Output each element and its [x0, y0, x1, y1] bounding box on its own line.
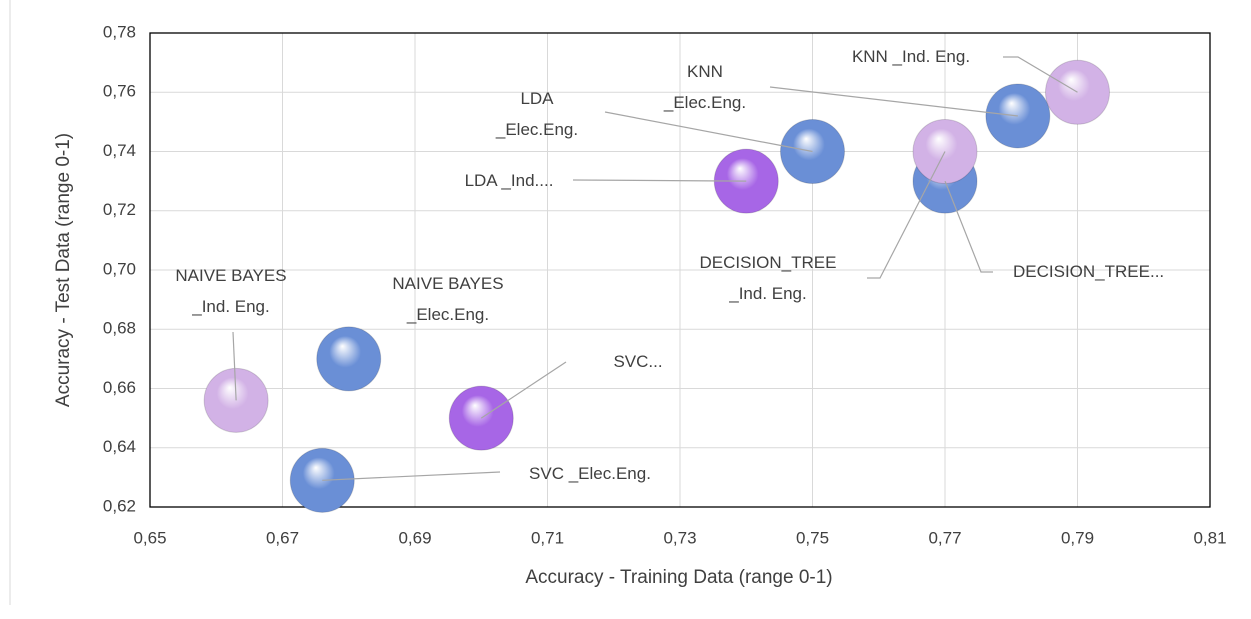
bubble [316, 326, 382, 392]
data-label-line: _Elec.Eng. [495, 120, 578, 139]
x-tick-label: 0,77 [928, 528, 961, 547]
data-label-line: NAIVE BAYES [175, 266, 286, 285]
data-label: KNN _Ind. Eng. [852, 47, 970, 66]
data-label: KNN _Elec.Eng. [663, 62, 746, 112]
y-tick-label: 0,62 [103, 496, 136, 515]
data-label: SVC... [613, 352, 662, 371]
x-tick-label: 0,75 [796, 528, 829, 547]
data-label: DECISION_TREE _Ind. Eng. [700, 253, 837, 303]
data-label-line: _Elec.Eng. [406, 305, 489, 324]
data-label: SVC _Elec.Eng. [529, 464, 651, 483]
data-label: NAIVE BAYES _Elec.Eng. [392, 274, 503, 324]
data-label-line: KNN _Ind. Eng. [852, 47, 970, 66]
x-tick-label: 0,67 [266, 528, 299, 547]
data-label: DECISION_TREE... [1013, 262, 1164, 281]
data-label-line: DECISION_TREE [700, 253, 837, 272]
leader-line [480, 361, 567, 419]
y-tick-label: 0,76 [103, 82, 136, 101]
y-tick-label: 0,78 [103, 22, 136, 41]
data-label-line: SVC... [613, 352, 662, 371]
leader-line [322, 471, 501, 481]
data-label-line: _Ind. Eng. [191, 297, 270, 316]
data-label-line: DECISION_TREE... [1013, 262, 1164, 281]
data-label-line: _Elec.Eng. [663, 93, 746, 112]
x-tick-label: 0,69 [398, 528, 431, 547]
leader-line [867, 151, 946, 279]
y-tick-label: 0,74 [103, 141, 136, 160]
y-tick-label: 0,72 [103, 200, 136, 219]
data-label-line: NAIVE BAYES [392, 274, 503, 293]
leader-line [232, 331, 237, 401]
leader-line [944, 180, 993, 273]
x-tick-label: 0,73 [663, 528, 696, 547]
leader-line [1003, 56, 1078, 93]
leader-line [769, 86, 1018, 117]
data-label: LDA _Ind.... [465, 171, 554, 190]
y-tick-label: 0,70 [103, 259, 136, 278]
data-label-line: SVC _Elec.Eng. [529, 464, 651, 483]
data-label-line: KNN [687, 62, 723, 81]
x-tick-label: 0,81 [1193, 528, 1226, 547]
data-label: LDA _Elec.Eng. [495, 89, 578, 139]
bubble [289, 447, 355, 513]
data-label-line: _Ind. Eng. [728, 284, 807, 303]
data-label: NAIVE BAYES _Ind. Eng. [175, 266, 286, 316]
y-axis-title: Accuracy - Test Data (range 0-1) [53, 133, 74, 407]
plot-border [149, 32, 1211, 508]
x-tick-label: 0,65 [133, 528, 166, 547]
x-tick-label: 0,79 [1061, 528, 1094, 547]
x-tick-label: 0,71 [531, 528, 564, 547]
data-label-line: LDA _Ind.... [465, 171, 554, 190]
x-axis-title: Accuracy - Training Data (range 0-1) [525, 567, 832, 588]
leader-line [604, 111, 813, 153]
y-tick-label: 0,66 [103, 378, 136, 397]
y-tick-label: 0,68 [103, 319, 136, 338]
y-tick-label: 0,64 [103, 437, 136, 456]
leader-line [572, 179, 747, 182]
data-label-line: LDA [520, 89, 554, 108]
